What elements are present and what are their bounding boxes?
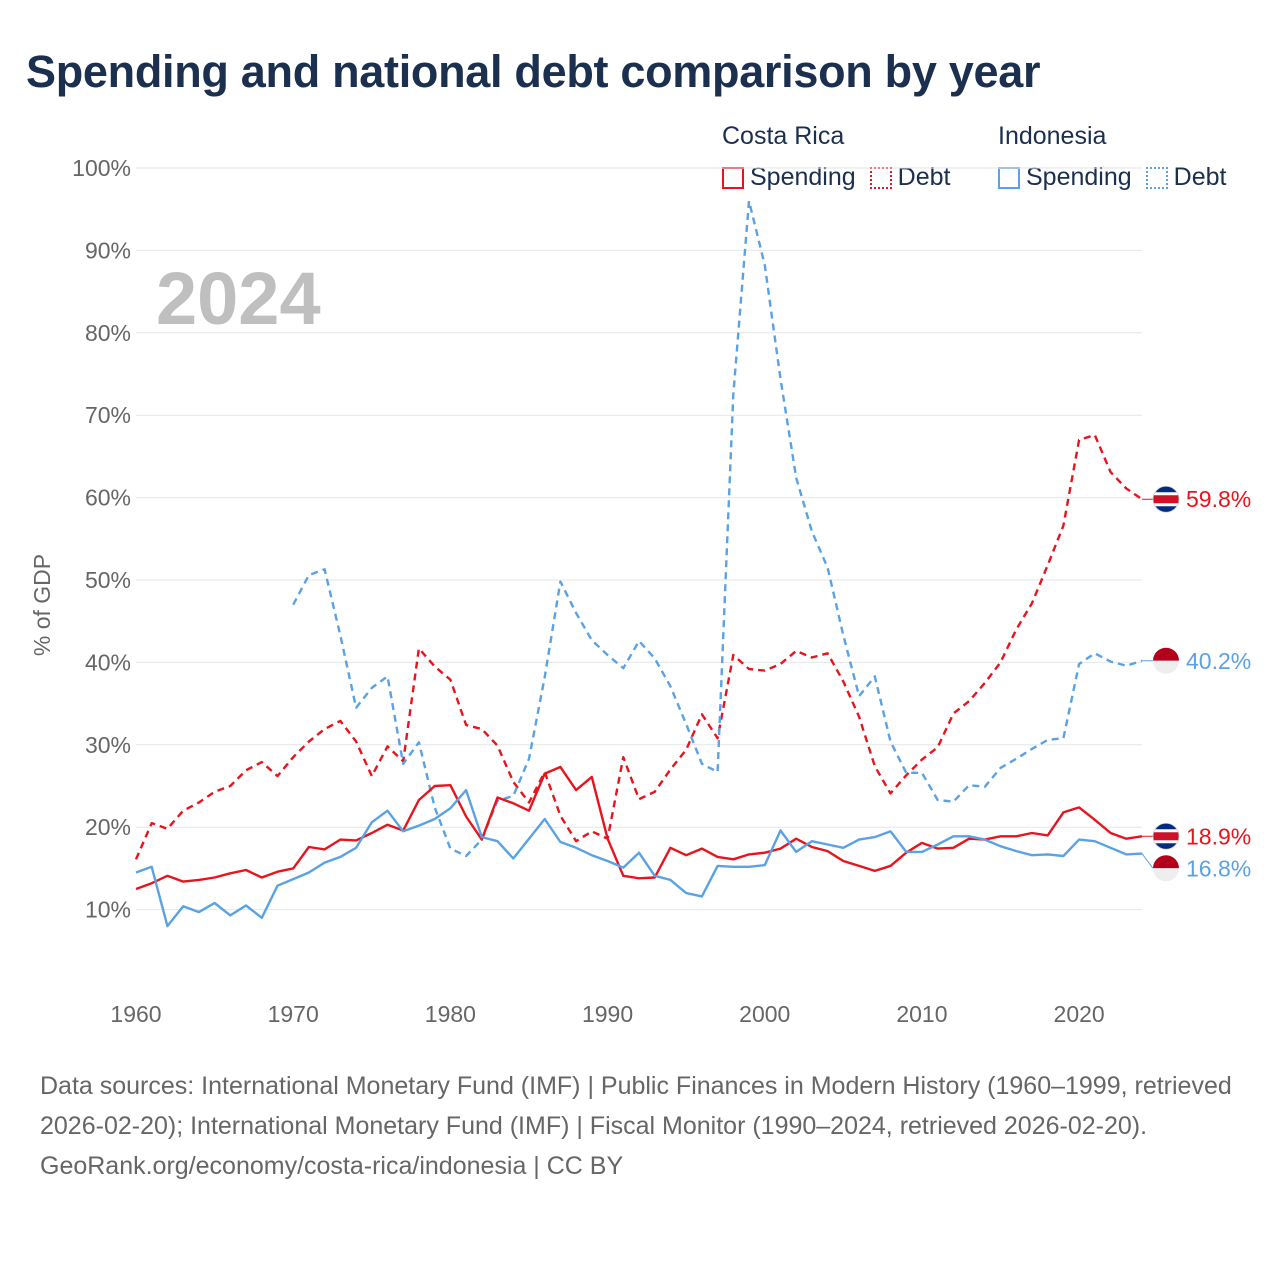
leader-line xyxy=(1141,853,1154,869)
flag-border xyxy=(1152,822,1180,850)
y-tick-label: 20% xyxy=(85,814,131,840)
legend-group-title: Costa Rica xyxy=(722,122,845,150)
flag-half xyxy=(1153,868,1179,882)
data-sources-note: Data sources: International Monetary Fun… xyxy=(40,1072,1232,1140)
flag-indonesia-icon xyxy=(1153,647,1179,661)
series-line-costa-rica-spending xyxy=(135,765,1143,891)
end-marker-indonesia: 40.2% xyxy=(1142,647,1251,674)
y-tick-label: 70% xyxy=(85,402,131,428)
flag-stripe xyxy=(1153,495,1179,504)
y-tick-label: 80% xyxy=(85,320,131,346)
series-line-indonesia-debt xyxy=(292,199,1143,858)
x-tick-label: 2020 xyxy=(1054,1001,1105,1027)
x-tick-label: 1970 xyxy=(268,1001,319,1027)
end-value-label: 40.2% xyxy=(1186,648,1251,674)
y-tick-label: 60% xyxy=(85,485,131,511)
legend-group-title: Indonesia xyxy=(998,122,1107,150)
y-tick-label: 40% xyxy=(85,649,131,675)
y-axis-label: % of GDP xyxy=(29,554,55,656)
flag-half xyxy=(1153,660,1179,674)
end-marker-costa-rica: 59.8% xyxy=(1142,485,1251,513)
legend-item-label: Debt xyxy=(1173,163,1227,191)
series-line-indonesia-spending xyxy=(135,788,1143,928)
end-value-label: 16.8% xyxy=(1186,855,1251,881)
year-watermark: 2024 xyxy=(156,257,321,340)
series-line-costa-rica-debt xyxy=(134,433,1143,860)
y-tick-label: 90% xyxy=(85,237,131,263)
footer: Data sources: International Monetary Fun… xyxy=(40,1066,1240,1186)
x-tick-label: 2000 xyxy=(739,1001,790,1027)
line-chart: 10% 20% 30% 40% 50% 60% 70% 80% 90% 100% 1960 1970 1… xyxy=(29,155,1251,1027)
x-tick-label: 2010 xyxy=(896,1001,947,1027)
end-marker-indonesia: 16.8% xyxy=(1141,853,1251,882)
y-tick-label: 30% xyxy=(85,732,131,758)
end-value-label: 59.8% xyxy=(1186,486,1251,512)
credit-link[interactable]: GeoRank.org/economy/costa-rica/indonesia… xyxy=(40,1152,624,1180)
y-tick-label: 10% xyxy=(85,897,131,923)
legend-item-indonesia-debt[interactable]: Debt xyxy=(1145,163,1227,192)
x-tick-label: 1980 xyxy=(425,1001,476,1027)
y-tick-label: 50% xyxy=(85,567,131,593)
x-tick-label: 1960 xyxy=(110,1001,161,1027)
end-marker-costa-rica: 18.9% xyxy=(1142,822,1251,850)
chart-title: Spending and national debt comparison by… xyxy=(26,46,1041,97)
x-tick-label: 1990 xyxy=(582,1001,633,1027)
y-tick-label: 100% xyxy=(72,155,131,181)
flag-stripe xyxy=(1153,832,1179,841)
end-value-label: 18.9% xyxy=(1186,823,1251,849)
flag-border xyxy=(1152,485,1180,513)
flag-indonesia-icon xyxy=(1153,855,1179,869)
legend-swatch-dotted xyxy=(1145,166,1168,189)
